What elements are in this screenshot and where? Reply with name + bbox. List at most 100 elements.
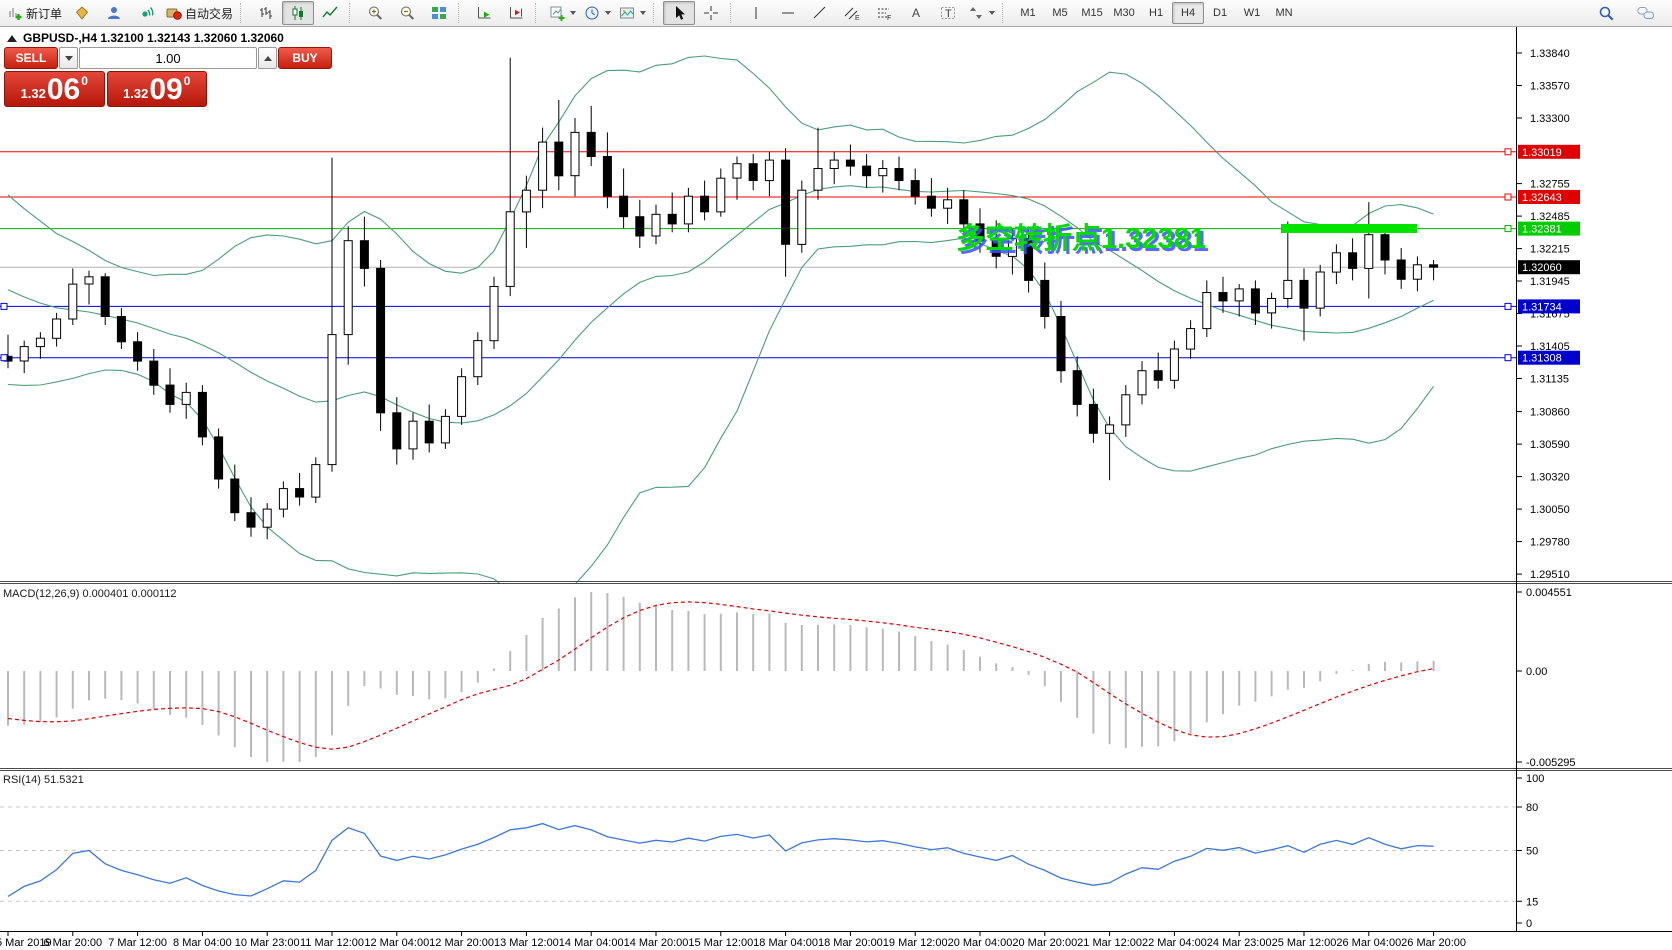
arrows-button[interactable] bbox=[964, 1, 999, 25]
svg-text:1.33840: 1.33840 bbox=[1530, 48, 1570, 60]
price-axis: 1.33840 1.33570 1.33300 1.32755 1.32485 1.322… bbox=[1516, 48, 1570, 581]
svg-text:21 Mar 12:00: 21 Mar 12:00 bbox=[1077, 937, 1142, 949]
horizontal-line-button[interactable] bbox=[772, 1, 804, 25]
equidistant-channel-icon: E bbox=[844, 5, 860, 21]
highlight-bar[interactable] bbox=[1281, 224, 1417, 233]
svg-text:11 Mar 12:00: 11 Mar 12:00 bbox=[300, 937, 364, 949]
svg-text:12 Mar 20:00: 12 Mar 20:00 bbox=[429, 937, 494, 949]
bar-chart-button[interactable] bbox=[250, 1, 282, 25]
trendline-button[interactable] bbox=[804, 1, 836, 25]
volume-increase-button[interactable] bbox=[258, 47, 277, 69]
svg-text:7 Mar 12:00: 7 Mar 12:00 bbox=[108, 937, 167, 949]
triangle-down-icon bbox=[64, 55, 73, 61]
svg-text:15 Mar 12:00: 15 Mar 12:00 bbox=[688, 937, 753, 949]
timeframe-M15[interactable]: M15 bbox=[1081, 7, 1103, 19]
timeframe-H4[interactable]: H4 bbox=[1172, 2, 1205, 24]
fibonacci-icon: F bbox=[876, 5, 892, 21]
buy-price-sup: 0 bbox=[183, 74, 191, 88]
svg-text:A: A bbox=[912, 6, 920, 20]
autotrading-icon bbox=[166, 5, 182, 21]
chart-shift-button[interactable] bbox=[500, 1, 532, 25]
community-icon bbox=[106, 5, 122, 21]
timeframe-M1[interactable]: M1 bbox=[1020, 7, 1036, 19]
buy-button[interactable]: BUY bbox=[278, 47, 332, 69]
svg-text:15: 15 bbox=[1526, 896, 1538, 908]
candlestick-chart-button[interactable] bbox=[282, 1, 315, 25]
svg-text:100: 100 bbox=[1526, 773, 1544, 785]
new-order-button[interactable]: 新订单 bbox=[3, 1, 66, 25]
buy-price-box[interactable]: 1.32 09 0 bbox=[106, 71, 207, 107]
macd-label: MACD(12,26,9) 0.000401 0.000112 bbox=[3, 588, 177, 600]
templates-icon bbox=[619, 5, 635, 21]
svg-text:20 Mar 20:00: 20 Mar 20:00 bbox=[1012, 937, 1077, 949]
volume-input[interactable] bbox=[79, 47, 257, 69]
svg-text:5 Mar 2019: 5 Mar 2019 bbox=[0, 937, 52, 949]
crosshair-button[interactable] bbox=[695, 1, 727, 25]
price-tags: 1.33019 1.32643 1.32381 1.32060 1.31734 1.313… bbox=[0, 144, 1580, 365]
zoom-out-button[interactable] bbox=[391, 1, 423, 25]
svg-text:20 Mar 04:00: 20 Mar 04:00 bbox=[948, 937, 1013, 949]
line-chart-button[interactable] bbox=[314, 1, 346, 25]
templates-button[interactable] bbox=[615, 1, 650, 25]
signals-button[interactable] bbox=[130, 1, 162, 25]
timeframe-MN[interactable]: MN bbox=[1275, 7, 1293, 19]
collapse-trade-panel-icon[interactable] bbox=[7, 34, 17, 42]
svg-text:26 Mar 04:00: 26 Mar 04:00 bbox=[1336, 937, 1401, 949]
timeframe-M5[interactable]: M5 bbox=[1052, 7, 1068, 19]
pane-separators[interactable] bbox=[0, 27, 1672, 932]
chart-shift-icon bbox=[508, 5, 524, 21]
chevron-down-icon bbox=[570, 11, 577, 15]
signals-icon bbox=[138, 5, 154, 21]
search-button[interactable] bbox=[1590, 1, 1622, 25]
svg-text:1.30590: 1.30590 bbox=[1530, 439, 1570, 451]
zoom-out-icon bbox=[399, 5, 415, 21]
cursor-button[interactable] bbox=[663, 1, 696, 25]
toolbar-separator bbox=[535, 3, 542, 23]
sell-price-sup: 0 bbox=[81, 74, 88, 88]
price-hlines[interactable] bbox=[0, 151, 1516, 359]
chevron-down-icon bbox=[989, 11, 996, 15]
toolbar-separator bbox=[730, 3, 737, 23]
tile-windows-button[interactable] bbox=[423, 1, 455, 25]
chat-button[interactable] bbox=[1630, 1, 1662, 25]
svg-text:1.30860: 1.30860 bbox=[1530, 407, 1570, 419]
macd-histogram bbox=[7, 592, 1435, 762]
timeframe-M30[interactable]: M30 bbox=[1113, 7, 1135, 19]
auto-scroll-button[interactable] bbox=[468, 1, 500, 25]
autotrading-label: 自动交易 bbox=[185, 6, 234, 21]
new-chart-button[interactable] bbox=[545, 1, 580, 25]
profiles-button[interactable] bbox=[580, 1, 615, 25]
chart-header: GBPUSD-,H4 1.32100 1.32143 1.32060 1.320… bbox=[7, 31, 284, 45]
svg-text:14 Mar 04:00: 14 Mar 04:00 bbox=[559, 937, 624, 949]
fibonacci-button[interactable]: F bbox=[868, 1, 900, 25]
timeframe-W1[interactable]: W1 bbox=[1243, 7, 1261, 19]
volume-decrease-button[interactable] bbox=[59, 47, 78, 69]
svg-text:26 Mar 20:00: 26 Mar 20:00 bbox=[1401, 937, 1466, 949]
vertical-line-button[interactable] bbox=[740, 1, 772, 25]
equidistant-channel-button[interactable]: E bbox=[836, 1, 868, 25]
market-button[interactable] bbox=[66, 1, 98, 25]
text-button[interactable]: A bbox=[900, 1, 932, 25]
svg-text:1.33300: 1.33300 bbox=[1530, 113, 1570, 125]
text-label-button[interactable]: T bbox=[932, 1, 964, 25]
svg-text:1.32215: 1.32215 bbox=[1530, 244, 1570, 256]
svg-text:13 Mar 12:00: 13 Mar 12:00 bbox=[494, 937, 559, 949]
timeframe-D1[interactable]: D1 bbox=[1213, 7, 1228, 19]
svg-text:80: 80 bbox=[1526, 802, 1538, 814]
zoom-in-button[interactable] bbox=[359, 1, 391, 25]
community-button[interactable] bbox=[98, 1, 130, 25]
sell-button[interactable]: SELL bbox=[4, 47, 58, 69]
sell-price-box[interactable]: 1.32 06 0 bbox=[4, 71, 105, 107]
svg-text:E: E bbox=[855, 15, 860, 21]
buy-price-small: 1.32 bbox=[123, 86, 149, 101]
macd-signal-line bbox=[7, 601, 1434, 750]
zoom-in-icon bbox=[367, 5, 383, 21]
tile-windows-icon bbox=[431, 5, 447, 21]
autotrading-button[interactable]: 自动交易 bbox=[162, 1, 237, 25]
sell-price-big: 06 bbox=[46, 73, 81, 106]
timeframe-H1[interactable]: H1 bbox=[1149, 7, 1164, 19]
buy-price-big: 09 bbox=[149, 73, 183, 106]
